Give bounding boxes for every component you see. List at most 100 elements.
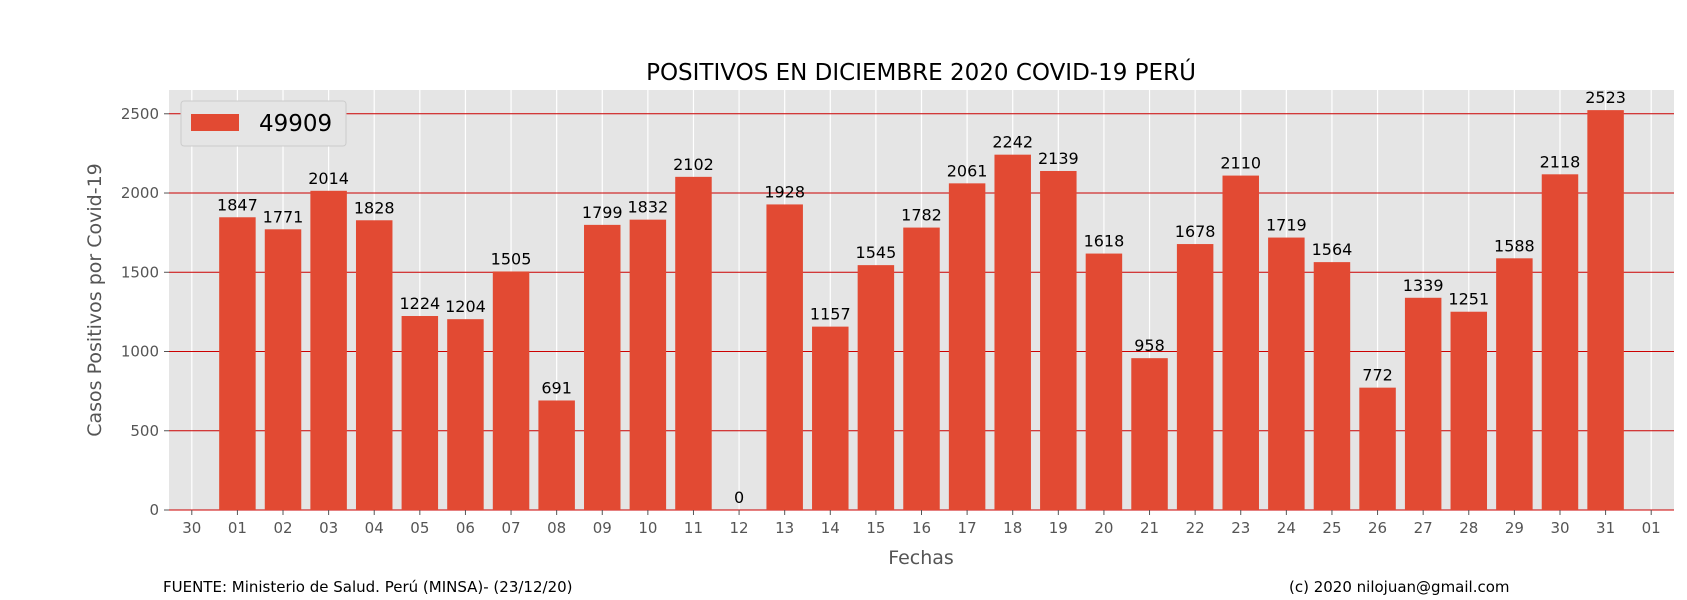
bar-value-label: 2014 <box>308 169 349 188</box>
x-tick-label: 14 <box>821 519 840 537</box>
bar-value-label: 1545 <box>856 243 897 262</box>
bar <box>401 316 439 510</box>
bar-value-label: 1828 <box>354 198 395 217</box>
bar-value-label: 1251 <box>1448 290 1489 309</box>
x-tick-label: 18 <box>1003 519 1022 537</box>
bar <box>675 176 712 510</box>
bar <box>584 224 621 510</box>
x-tick-label: 15 <box>866 519 885 537</box>
x-tick-label: 05 <box>410 519 429 537</box>
bar <box>1496 258 1533 510</box>
x-tick-label: 28 <box>1459 519 1478 537</box>
x-tick-label: 30 <box>182 519 201 537</box>
bar-value-label: 2139 <box>1038 149 1079 168</box>
bar <box>1359 387 1396 510</box>
x-tick-label: 21 <box>1140 519 1159 537</box>
bar-value-label: 1339 <box>1403 276 1444 295</box>
bar-value-label: 2118 <box>1540 152 1581 171</box>
bar <box>1587 110 1624 511</box>
bar-value-label: 2102 <box>673 155 714 174</box>
bar-value-label: 1771 <box>263 207 304 226</box>
bar-value-label: 1564 <box>1312 240 1353 259</box>
y-tick-label: 0 <box>149 501 159 519</box>
bar-value-label: 1847 <box>217 195 258 214</box>
bar <box>948 183 986 510</box>
chart-title: POSITIVOS EN DICIEMBRE 2020 COVID-19 PER… <box>646 58 1196 86</box>
bar-value-label: 1719 <box>1266 216 1307 235</box>
bar <box>1541 174 1579 510</box>
bar <box>1085 253 1123 511</box>
credit-note: (c) 2020 nilojuan@gmail.com <box>1289 578 1510 596</box>
x-tick-label: 24 <box>1277 519 1296 537</box>
legend-swatch <box>191 114 239 131</box>
bar <box>310 190 347 511</box>
bar-value-label: 691 <box>541 378 572 397</box>
bar <box>629 219 667 511</box>
bar <box>538 400 575 510</box>
x-tick-label: 04 <box>365 519 384 537</box>
x-tick-label: 09 <box>593 519 612 537</box>
bar-value-label: 1505 <box>491 249 532 268</box>
y-tick-label: 2500 <box>121 105 159 123</box>
bar-value-label: 2242 <box>992 133 1033 152</box>
x-tick-label: 07 <box>501 519 520 537</box>
x-tick-label: 11 <box>684 519 703 537</box>
y-tick-label: 500 <box>130 422 159 440</box>
bar <box>903 227 940 510</box>
bar <box>1222 175 1259 510</box>
bar-value-label: 958 <box>1134 336 1165 355</box>
x-tick-label: 31 <box>1596 519 1615 537</box>
bar-value-label: 2110 <box>1220 154 1261 173</box>
bar-value-label: 1588 <box>1494 236 1535 255</box>
bar <box>1040 170 1077 510</box>
bar <box>1268 237 1305 510</box>
bar <box>766 204 803 511</box>
x-tick-label: 27 <box>1414 519 1433 537</box>
bar-value-label: 1157 <box>810 305 851 324</box>
x-tick-label: 16 <box>912 519 931 537</box>
x-tick-label: 06 <box>456 519 475 537</box>
bar-value-label: 1782 <box>901 206 942 225</box>
bar <box>857 265 895 510</box>
bar <box>1313 262 1351 510</box>
bar <box>994 154 1031 510</box>
x-tick-label: 19 <box>1049 519 1068 537</box>
x-tick-label: 01 <box>228 519 247 537</box>
bar <box>264 229 302 510</box>
x-tick-label: 08 <box>547 519 566 537</box>
bar-value-label: 2523 <box>1585 88 1626 107</box>
legend-box <box>180 100 347 147</box>
x-tick-label: 29 <box>1505 519 1524 537</box>
x-tick-label: 23 <box>1231 519 1250 537</box>
x-axis-label: Fechas <box>888 547 954 569</box>
x-tick-label: 30 <box>1550 519 1569 537</box>
x-axis-ticks: 30 01 02 03 04 05 06 07 08 09 10 11 12 13 14 15 16 17 18 19… <box>182 510 1661 537</box>
bars <box>219 110 1624 511</box>
x-tick-label: 26 <box>1368 519 1387 537</box>
y-tick-label: 2000 <box>121 184 159 202</box>
x-tick-label: 25 <box>1322 519 1341 537</box>
bar-value-label: 1224 <box>399 294 440 313</box>
x-tick-label: 02 <box>273 519 292 537</box>
y-tick-label: 1500 <box>121 263 159 281</box>
y-tick-label: 1000 <box>121 343 159 361</box>
bar <box>355 220 393 511</box>
bar-value-label: 1832 <box>628 198 669 217</box>
x-tick-label: 01 <box>1642 519 1661 537</box>
x-tick-label: 20 <box>1094 519 1113 537</box>
source-note: FUENTE: Ministerio de Salud. Perú (MINSA… <box>163 578 573 596</box>
x-tick-label: 22 <box>1186 519 1205 537</box>
bar <box>219 217 256 510</box>
bar-value-label: 2061 <box>947 161 988 180</box>
bar-value-label: 0 <box>734 488 744 507</box>
bar <box>1131 358 1168 510</box>
bar <box>1176 244 1214 510</box>
y-axis-label: Casos Positivos por Covid-19 <box>84 163 106 437</box>
bar <box>447 319 484 510</box>
y-axis-ticks: 0 500 1000 1500 2000 2500 <box>121 105 169 519</box>
bar-value-label: 1678 <box>1175 222 1216 241</box>
x-tick-label: 13 <box>775 519 794 537</box>
bar-value-label: 1799 <box>582 203 623 222</box>
